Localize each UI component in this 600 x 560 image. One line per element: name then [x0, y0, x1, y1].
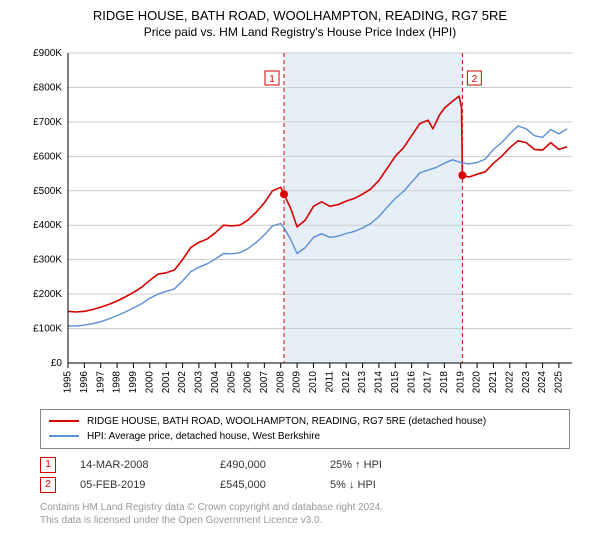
sale-pct: 25% ↑ HPI [330, 459, 450, 471]
sale-pct: 5% ↓ HPI [330, 479, 450, 491]
svg-text:2004: 2004 [210, 370, 221, 393]
svg-text:2008: 2008 [275, 370, 286, 393]
sale-price: £490,000 [220, 459, 330, 471]
legend-label: HPI: Average price, detached house, West… [87, 429, 320, 444]
svg-text:2018: 2018 [439, 370, 450, 393]
footnote-line: This data is licensed under the Open Gov… [40, 514, 570, 527]
sale-marker: 2 [40, 477, 56, 493]
svg-text:£200K: £200K [33, 289, 62, 300]
sale-row: 2 05-FEB-2019£545,0005% ↓ HPI [40, 475, 570, 495]
svg-text:1995: 1995 [63, 370, 74, 393]
legend-box: RIDGE HOUSE, BATH ROAD, WOOLHAMPTON, REA… [40, 409, 570, 449]
chart-container: RIDGE HOUSE, BATH ROAD, WOOLHAMPTON, REA… [0, 0, 600, 560]
svg-text:2021: 2021 [488, 370, 499, 393]
svg-text:2009: 2009 [292, 370, 303, 393]
sale-marker: 1 [40, 457, 56, 473]
svg-text:£500K: £500K [33, 186, 62, 197]
svg-text:1999: 1999 [128, 370, 139, 393]
svg-text:£0: £0 [51, 358, 63, 369]
svg-text:2016: 2016 [406, 370, 417, 393]
svg-text:1996: 1996 [79, 370, 90, 393]
svg-text:2020: 2020 [472, 370, 483, 393]
chart-subtitle: Price paid vs. HM Land Registry's House … [0, 25, 600, 43]
svg-text:1997: 1997 [95, 370, 106, 393]
svg-text:2010: 2010 [308, 370, 319, 393]
chart-title: RIDGE HOUSE, BATH ROAD, WOOLHAMPTON, REA… [0, 0, 600, 25]
legend-row: HPI: Average price, detached house, West… [49, 429, 561, 444]
svg-text:2023: 2023 [521, 370, 532, 393]
svg-text:2003: 2003 [194, 370, 205, 393]
svg-text:£600K: £600K [33, 151, 62, 162]
svg-text:2024: 2024 [537, 370, 548, 393]
svg-text:2002: 2002 [177, 370, 188, 393]
sales-table: 1 14-MAR-2008£490,00025% ↑ HPI 2 05-FEB-201… [40, 455, 570, 495]
svg-text:2014: 2014 [374, 370, 385, 393]
svg-text:1: 1 [269, 74, 275, 85]
svg-text:2005: 2005 [226, 370, 237, 393]
svg-text:2015: 2015 [390, 370, 401, 393]
footnote-line: Contains HM Land Registry data © Crown c… [40, 501, 570, 514]
svg-text:£400K: £400K [33, 220, 62, 231]
sale-date: 05-FEB-2019 [80, 479, 220, 491]
svg-text:2012: 2012 [341, 370, 352, 393]
sale-date: 14-MAR-2008 [80, 459, 220, 471]
sale-price: £545,000 [220, 479, 330, 491]
footnote: Contains HM Land Registry data © Crown c… [40, 501, 570, 527]
svg-text:2017: 2017 [423, 370, 434, 393]
sale-row: 1 14-MAR-2008£490,00025% ↑ HPI [40, 455, 570, 475]
svg-text:2000: 2000 [144, 370, 155, 393]
svg-text:2019: 2019 [455, 370, 466, 393]
svg-text:1998: 1998 [112, 370, 123, 393]
svg-text:£300K: £300K [33, 255, 62, 266]
legend-swatch [49, 435, 79, 437]
svg-text:2007: 2007 [259, 370, 270, 393]
svg-text:£900K: £900K [33, 48, 62, 59]
svg-text:2013: 2013 [357, 370, 368, 393]
legend-row: RIDGE HOUSE, BATH ROAD, WOOLHAMPTON, REA… [49, 414, 561, 429]
chart-plot-area: £0 £100K £200K £300K £400K £500K £600K £700K £80… [20, 43, 580, 403]
svg-text:2001: 2001 [161, 370, 172, 393]
legend-swatch [49, 420, 79, 422]
svg-text:2011: 2011 [324, 370, 335, 392]
svg-text:2022: 2022 [504, 370, 515, 393]
svg-text:£800K: £800K [33, 82, 62, 93]
svg-text:2006: 2006 [243, 370, 254, 393]
svg-text:£100K: £100K [33, 323, 62, 334]
svg-text:2: 2 [472, 74, 478, 85]
svg-text:2025: 2025 [554, 370, 565, 393]
svg-text:£700K: £700K [33, 117, 62, 128]
legend-label: RIDGE HOUSE, BATH ROAD, WOOLHAMPTON, REA… [87, 414, 486, 429]
line-chart-svg: £0 £100K £200K £300K £400K £500K £600K £700K £80… [20, 43, 580, 403]
